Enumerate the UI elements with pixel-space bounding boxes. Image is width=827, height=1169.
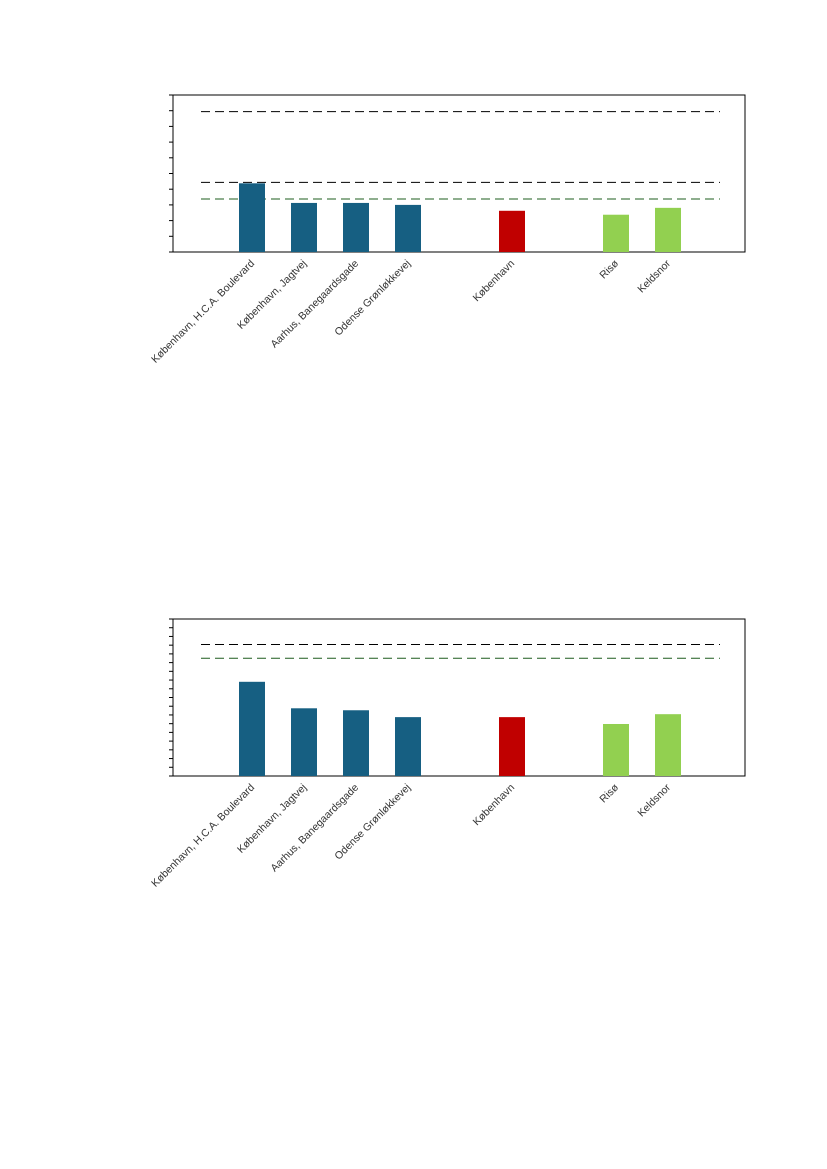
category-label: Keldsnor — [635, 781, 673, 819]
bar-4 — [395, 717, 421, 776]
bar-5 — [499, 717, 525, 776]
bar-2 — [291, 708, 317, 776]
category-label: Aarhus, Banegaardsgade — [268, 782, 361, 875]
category-label: København, H.C.A. Boulevard — [149, 782, 257, 890]
bar-7 — [655, 714, 681, 776]
bar-4 — [395, 204, 421, 252]
category-label: Keldsnor — [635, 257, 673, 295]
bar-3 — [343, 202, 369, 252]
category-label: Risø — [597, 257, 621, 281]
bar-2 — [291, 202, 317, 252]
bar-1 — [239, 183, 265, 252]
bar-7 — [655, 207, 681, 252]
category-label: København — [471, 782, 518, 829]
bar-6 — [603, 214, 629, 252]
category-label: København, H.C.A. Boulevard — [149, 258, 257, 366]
category-label: København — [471, 258, 518, 305]
bar-3 — [343, 710, 369, 776]
chart-2: København, H.C.A. Boulevard København, Ja… — [0, 524, 827, 944]
bar-1 — [239, 681, 265, 776]
category-label: Aarhus, Banegaardsgade — [268, 258, 361, 351]
bar-6 — [603, 723, 629, 776]
category-label: Risø — [597, 781, 621, 805]
bar-5 — [499, 210, 525, 252]
chart-1: København, H.C.A. Boulevard København, Ja… — [0, 0, 827, 420]
